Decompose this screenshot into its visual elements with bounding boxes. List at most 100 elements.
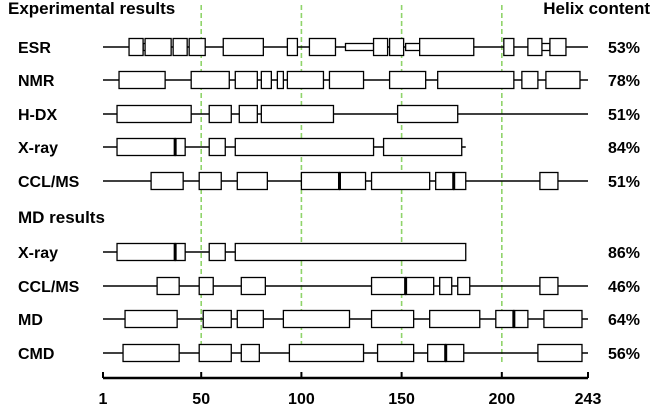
row-7: MD 64% bbox=[18, 309, 640, 329]
helix-box bbox=[539, 276, 559, 296]
helix-box bbox=[388, 70, 427, 90]
helix-box bbox=[328, 70, 365, 90]
row-label: CMD bbox=[18, 346, 54, 363]
helix-box bbox=[198, 343, 232, 363]
helix-box bbox=[190, 70, 230, 90]
header-helix-content: Helix content bbox=[543, 0, 650, 18]
helix-box bbox=[198, 171, 222, 191]
helix-box bbox=[188, 37, 206, 57]
helix-box bbox=[370, 171, 431, 191]
row-6: CCL/MS 46% bbox=[18, 276, 640, 296]
helix-box bbox=[208, 104, 232, 124]
helix-box bbox=[513, 309, 529, 329]
helix-box bbox=[435, 171, 455, 191]
helix-box bbox=[238, 104, 258, 124]
helix-box bbox=[174, 137, 186, 157]
helix-box bbox=[208, 137, 226, 157]
helix-box bbox=[222, 37, 264, 57]
axis-tick-label: 50 bbox=[192, 391, 210, 408]
helix-box bbox=[439, 276, 453, 296]
helix-box bbox=[396, 104, 459, 124]
helix-box bbox=[150, 171, 184, 191]
helix-box bbox=[457, 276, 471, 296]
helix-box bbox=[240, 343, 260, 363]
helix-box bbox=[234, 137, 375, 157]
axis-tick-label: 243 bbox=[575, 391, 602, 408]
helix-box bbox=[521, 70, 539, 90]
narrow-segment bbox=[404, 42, 421, 52]
row-label: ESR bbox=[18, 40, 51, 57]
row-label: MD bbox=[18, 312, 43, 329]
helix-break-marker bbox=[173, 138, 177, 156]
helix-box bbox=[116, 242, 176, 262]
helix-box bbox=[276, 70, 285, 90]
header-experimental-results: Experimental results bbox=[8, 0, 175, 18]
rows-group: ESR 53% NMR 78% H-DX 51% X-ray 84% CCL/MS 51% X-ra… bbox=[18, 37, 640, 363]
row-2: H-DX 51% bbox=[18, 104, 640, 124]
helix-content-value: 51% bbox=[608, 174, 640, 191]
helix-box bbox=[116, 137, 176, 157]
row-label: CCL/MS bbox=[18, 279, 80, 296]
helix-box bbox=[124, 309, 178, 329]
helix-box bbox=[445, 343, 465, 363]
helix-box bbox=[144, 37, 172, 57]
axis-tick-label: 1 bbox=[99, 391, 108, 408]
helix-content-value: 46% bbox=[608, 279, 640, 296]
helix-box bbox=[437, 70, 515, 90]
helix-break-marker bbox=[444, 344, 448, 362]
helix-box bbox=[156, 276, 180, 296]
helix-box bbox=[288, 343, 365, 363]
helix-box bbox=[208, 242, 226, 262]
helix-box bbox=[495, 309, 515, 329]
row-4: CCL/MS 51% bbox=[18, 171, 640, 191]
helix-box bbox=[419, 37, 475, 57]
helix-content-value: 86% bbox=[608, 245, 640, 262]
helix-box bbox=[370, 276, 407, 296]
narrow-segment bbox=[541, 42, 551, 52]
helix-content-value: 84% bbox=[608, 140, 640, 157]
axis-tick-label: 150 bbox=[388, 391, 415, 408]
helix-box bbox=[172, 37, 188, 57]
row-label: X-ray bbox=[18, 245, 58, 262]
axis-tick-label: 100 bbox=[288, 391, 315, 408]
helix-box bbox=[236, 309, 264, 329]
helix-box bbox=[308, 37, 337, 57]
helix-box bbox=[174, 242, 186, 262]
helix-box bbox=[376, 343, 415, 363]
helix-box bbox=[382, 137, 463, 157]
helix-content-value: 78% bbox=[608, 73, 640, 90]
md-results-title: MD results bbox=[18, 208, 105, 227]
row-8: CMD 56% bbox=[18, 343, 640, 363]
axis-tick-label: 200 bbox=[488, 391, 515, 408]
helix-box bbox=[300, 171, 341, 191]
helix-box bbox=[282, 309, 351, 329]
row-label: CCL/MS bbox=[18, 174, 80, 191]
helix-break-marker bbox=[512, 310, 516, 328]
helix-box bbox=[260, 104, 335, 124]
helix-box bbox=[537, 343, 583, 363]
helix-box bbox=[545, 70, 581, 90]
helix-box bbox=[202, 309, 232, 329]
helix-break-marker bbox=[337, 172, 341, 190]
row-label: H-DX bbox=[18, 107, 57, 124]
row-label: NMR bbox=[18, 73, 55, 90]
row-3: X-ray 84% bbox=[18, 137, 640, 157]
helix-box bbox=[116, 104, 192, 124]
helix-box bbox=[260, 70, 272, 90]
helix-box bbox=[240, 276, 266, 296]
helix-box bbox=[236, 171, 268, 191]
helix-box bbox=[539, 171, 559, 191]
helix-box bbox=[527, 37, 543, 57]
helix-box bbox=[234, 70, 258, 90]
helix-box bbox=[234, 242, 467, 262]
helix-box bbox=[372, 37, 389, 57]
helix-break-marker bbox=[452, 172, 456, 190]
helix-box bbox=[286, 70, 325, 90]
helix-content-value: 51% bbox=[608, 107, 640, 124]
narrow-segment bbox=[344, 42, 375, 52]
helix-box bbox=[286, 37, 299, 57]
helix-box bbox=[453, 171, 467, 191]
helix-box bbox=[122, 343, 180, 363]
row-label: X-ray bbox=[18, 140, 58, 157]
